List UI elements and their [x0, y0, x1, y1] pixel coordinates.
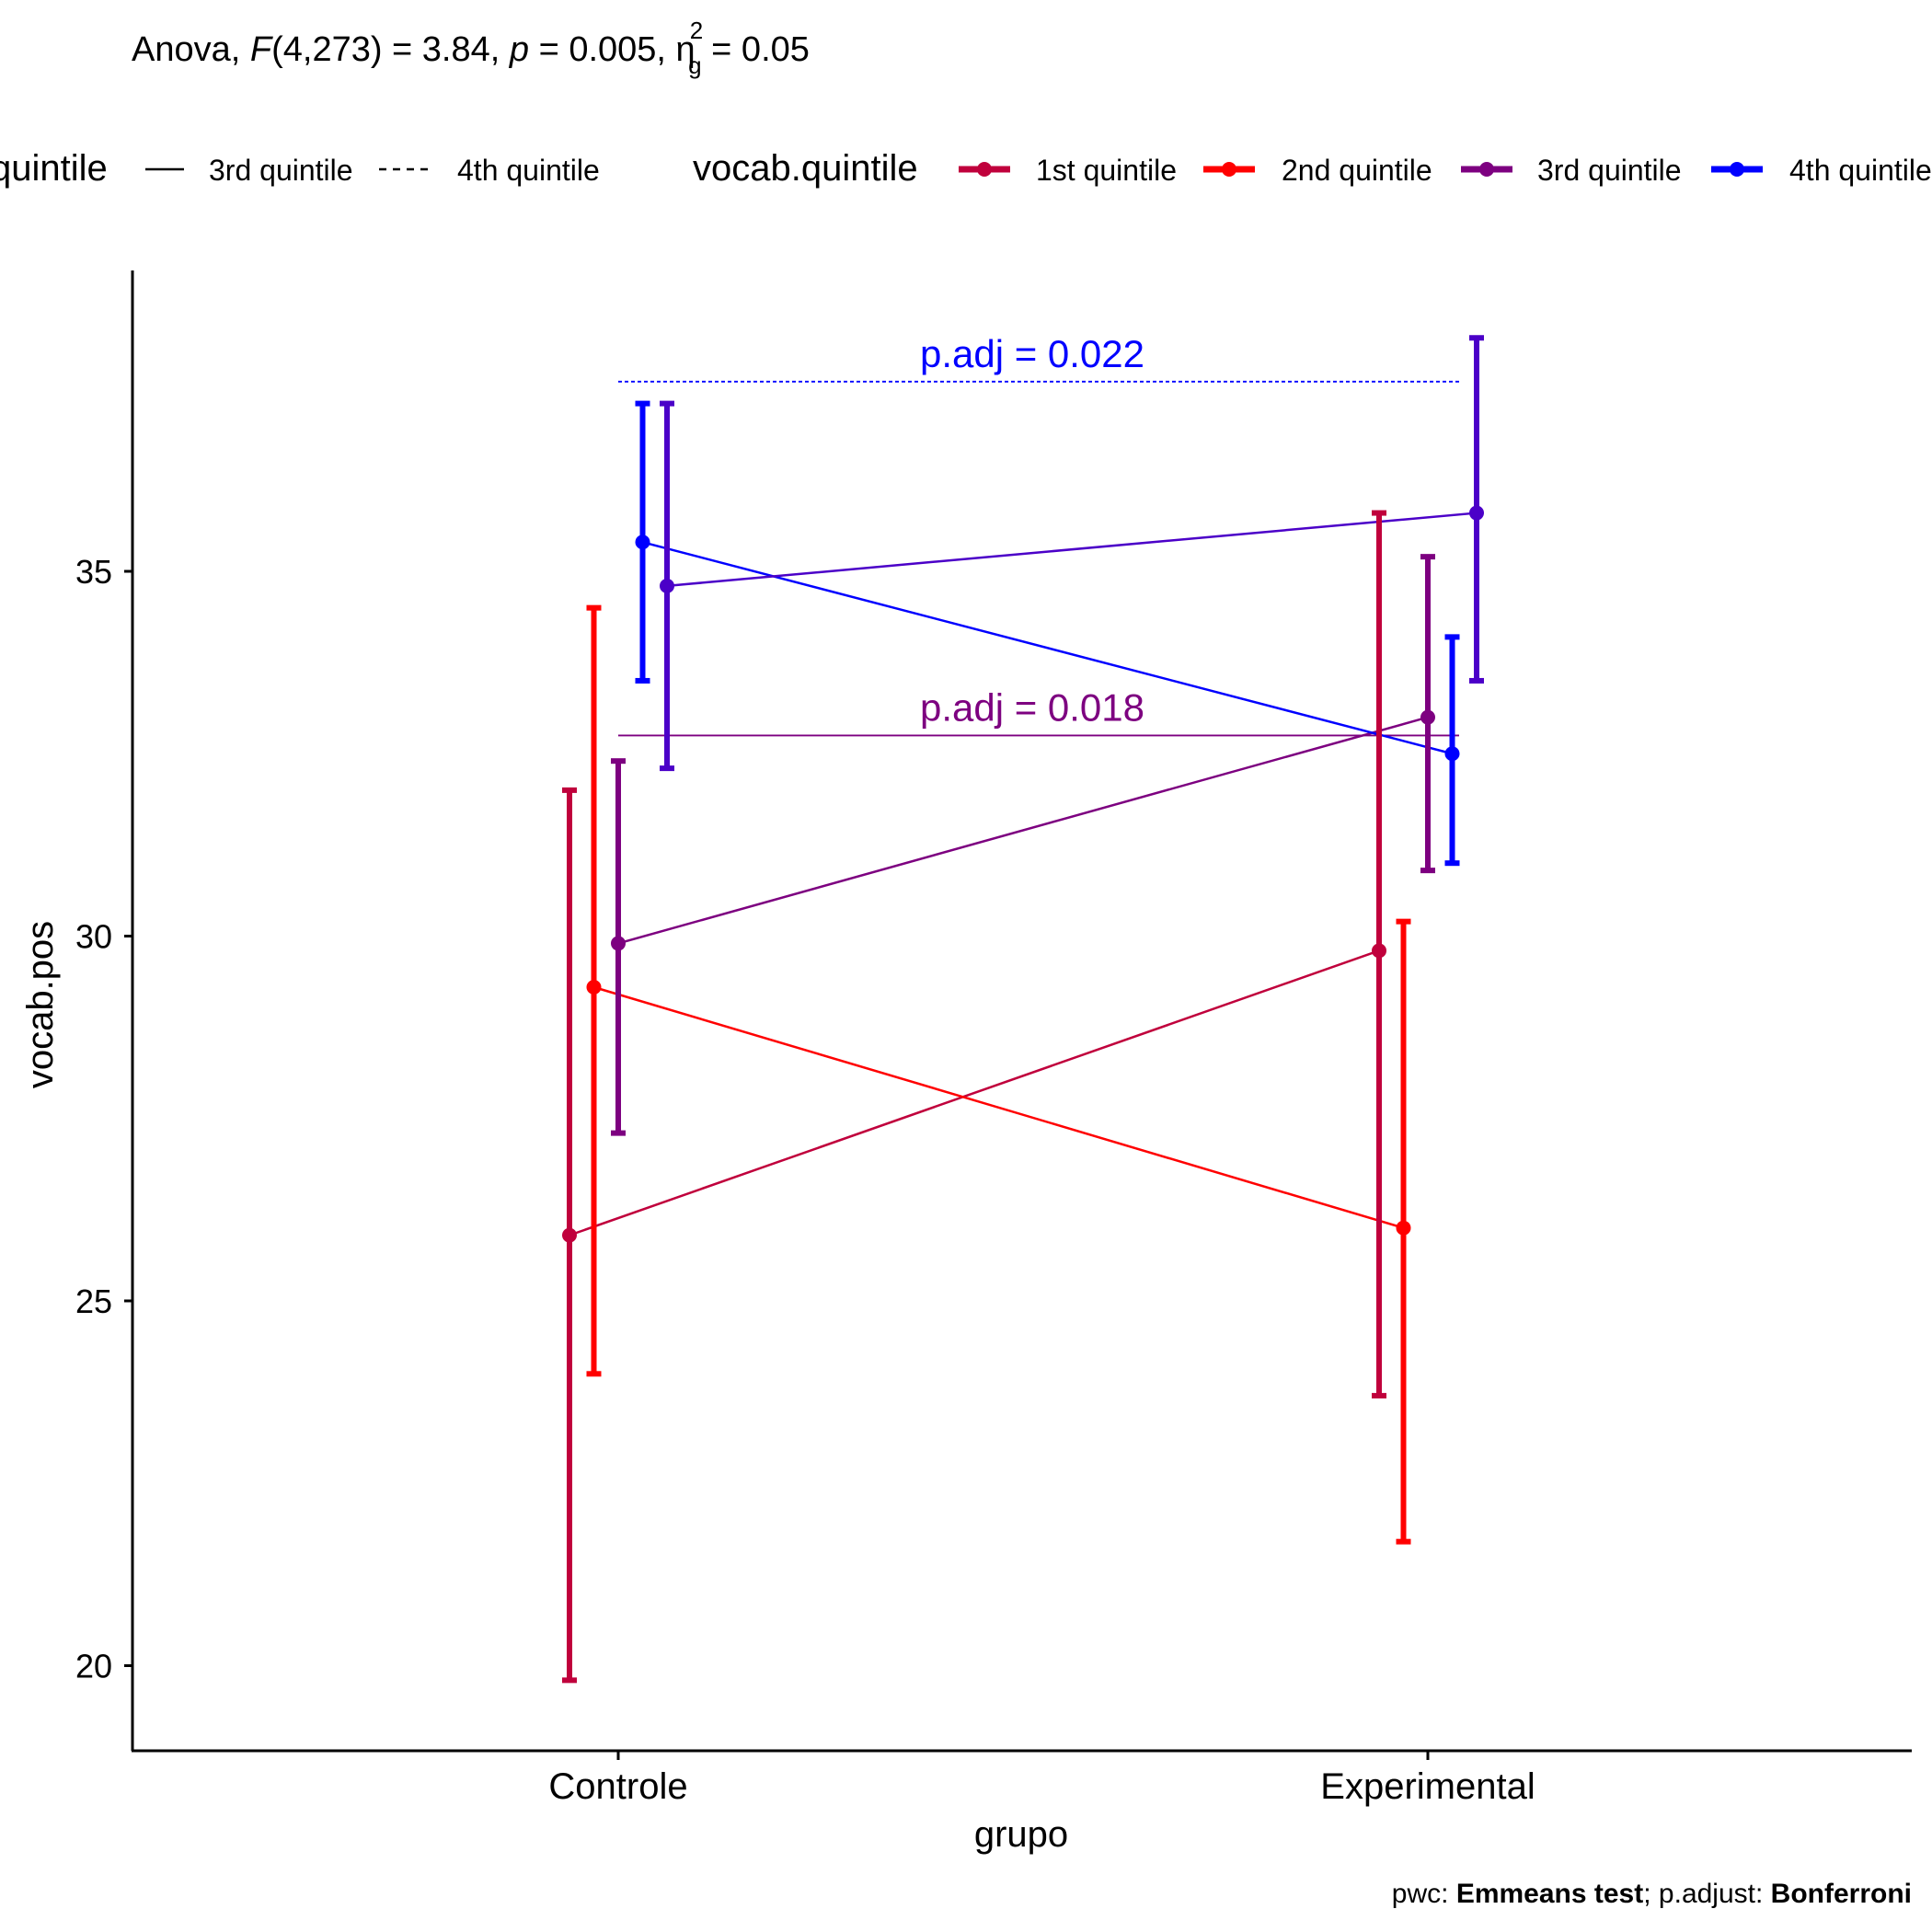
- point-2-1: [1420, 709, 1435, 725]
- chart-subtitle: Anova, F(4,273) = 3.84, p = 0.005, η2 g =…: [132, 17, 810, 79]
- y-tick-label-0: 20: [75, 1648, 112, 1685]
- legend-color: vocab.quintile 1st quintile 2nd quintile…: [693, 148, 1932, 189]
- point-4-0: [660, 578, 674, 593]
- y-tick-label-3: 35: [75, 553, 112, 591]
- legend-color-item-4: 4th quintile: [1711, 154, 1932, 187]
- series-line-2: [617, 716, 1429, 945]
- x-tick-label-0: Controle: [548, 1766, 687, 1807]
- series-lines-layer: [569, 512, 1478, 1236]
- legend-color-item-2: 2nd quintile: [1203, 154, 1432, 187]
- legend-color-item-1: 1st quintile: [959, 154, 1177, 187]
- x-ticks: Controle Experimental: [548, 1751, 1535, 1807]
- point-2-0: [611, 936, 626, 951]
- legend-label-dashed: 4th quintile: [457, 154, 600, 187]
- legend-color-title: vocab.quintile: [693, 148, 918, 189]
- svg-text:4th quintile: 4th quintile: [1789, 154, 1932, 187]
- point-1-1: [1396, 1220, 1411, 1236]
- annotation-label-0: p.adj = 0.022: [920, 332, 1144, 375]
- series-line-4: [666, 512, 1478, 588]
- svg-text:2nd quintile: 2nd quintile: [1282, 154, 1432, 187]
- chart-caption: pwc: Emmeans test; p.adjust: Bonferroni: [1392, 1879, 1912, 1909]
- points-layer: [562, 505, 1484, 1243]
- y-axis-label: vocab.pos: [20, 921, 61, 1088]
- svg-text:3rd quintile: 3rd quintile: [1537, 154, 1682, 187]
- annotation-label-1: p.adj = 0.018: [920, 685, 1144, 729]
- series-line-3: [642, 541, 1453, 755]
- point-1-0: [586, 980, 602, 995]
- x-tick-label-1: Experimental: [1320, 1766, 1535, 1807]
- y-tick-label-2: 30: [75, 918, 112, 956]
- point-3-0: [635, 535, 650, 550]
- point-0-1: [1372, 943, 1386, 959]
- error-bars-layer: [562, 335, 1484, 1684]
- annotations-layer: p.adj = 0.022 p.adj = 0.018: [618, 332, 1459, 737]
- legend-linetype-title: quintile: [0, 148, 108, 189]
- y-tick-label-1: 25: [75, 1282, 112, 1320]
- point-0-0: [562, 1227, 577, 1243]
- legend-label-solid: 3rd quintile: [209, 154, 353, 187]
- series-line-0: [569, 949, 1380, 1236]
- legend-color-item-3: 3rd quintile: [1461, 154, 1682, 187]
- legend-linetype: quintile 3rd quintile 4th quintile: [0, 148, 600, 189]
- x-axis-label: grupo: [974, 1814, 1068, 1855]
- svg-text:1st quintile: 1st quintile: [1036, 154, 1177, 187]
- point-3-1: [1444, 746, 1460, 762]
- series-line-1: [593, 985, 1404, 1229]
- point-4-1: [1469, 505, 1484, 521]
- y-ticks: 20 25 30 35: [75, 553, 132, 1685]
